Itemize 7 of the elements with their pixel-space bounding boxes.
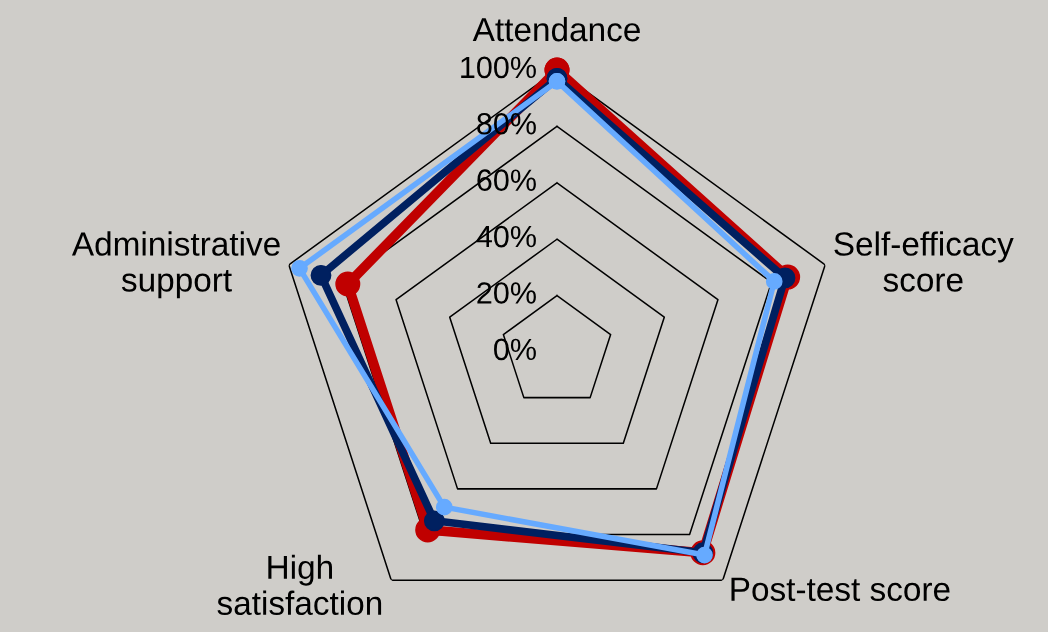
- spoke-label: Post-test score: [731, 577, 950, 602]
- spoke-label: Administrative support: [71, 231, 280, 299]
- spoke-label: High satisfaction: [217, 554, 382, 616]
- y-tick-label: 100%: [461, 56, 536, 79]
- spoke-label: Self-efficacy score: [834, 231, 1014, 292]
- y-tick-label: 60%: [477, 169, 536, 191]
- spoke-label: Attendance: [472, 16, 640, 42]
